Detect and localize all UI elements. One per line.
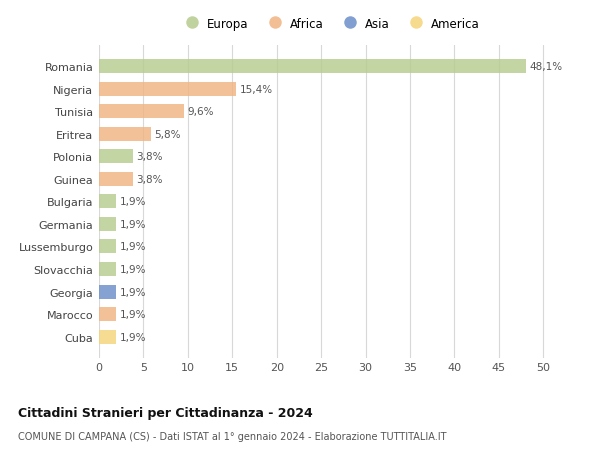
Text: 48,1%: 48,1% bbox=[530, 62, 563, 72]
Bar bbox=[99, 173, 133, 186]
Bar bbox=[99, 60, 526, 74]
Text: COMUNE DI CAMPANA (CS) - Dati ISTAT al 1° gennaio 2024 - Elaborazione TUTTITALIA: COMUNE DI CAMPANA (CS) - Dati ISTAT al 1… bbox=[18, 431, 446, 442]
Bar bbox=[99, 218, 116, 231]
Text: 1,9%: 1,9% bbox=[119, 242, 146, 252]
Text: 3,8%: 3,8% bbox=[136, 174, 163, 185]
Text: 3,8%: 3,8% bbox=[136, 152, 163, 162]
Text: 1,9%: 1,9% bbox=[119, 197, 146, 207]
Bar bbox=[99, 240, 116, 254]
Bar bbox=[99, 83, 236, 96]
Text: 9,6%: 9,6% bbox=[188, 107, 214, 117]
Text: Cittadini Stranieri per Cittadinanza - 2024: Cittadini Stranieri per Cittadinanza - 2… bbox=[18, 406, 313, 419]
Bar bbox=[99, 330, 116, 344]
Text: 1,9%: 1,9% bbox=[119, 264, 146, 274]
Text: 1,9%: 1,9% bbox=[119, 219, 146, 230]
Bar bbox=[99, 263, 116, 276]
Text: 5,8%: 5,8% bbox=[154, 129, 181, 140]
Text: 1,9%: 1,9% bbox=[119, 332, 146, 342]
Text: 15,4%: 15,4% bbox=[239, 84, 272, 95]
Bar bbox=[99, 285, 116, 299]
Legend: Europa, Africa, Asia, America: Europa, Africa, Asia, America bbox=[175, 13, 485, 35]
Bar bbox=[99, 128, 151, 141]
Bar bbox=[99, 195, 116, 209]
Bar bbox=[99, 105, 184, 119]
Text: 1,9%: 1,9% bbox=[119, 309, 146, 319]
Text: 1,9%: 1,9% bbox=[119, 287, 146, 297]
Bar bbox=[99, 150, 133, 164]
Bar bbox=[99, 308, 116, 321]
